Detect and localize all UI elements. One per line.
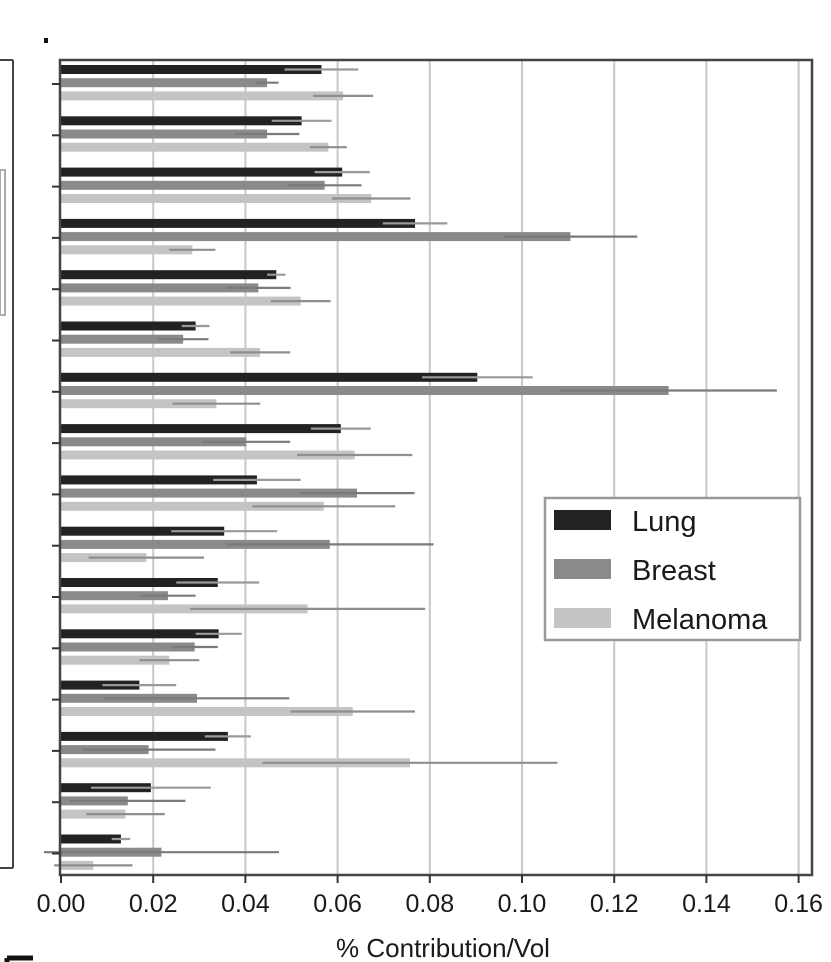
legend-swatch-breast [554, 559, 611, 579]
x-tick-label: 0.12 [590, 890, 639, 918]
legend-label-lung: Lung [632, 506, 697, 538]
bar-lung [61, 834, 121, 844]
bar-lung [61, 680, 140, 690]
bar-breast [61, 386, 669, 395]
bar-lung [61, 167, 343, 177]
bar-melanoma [61, 501, 324, 511]
bar-breast [61, 283, 259, 293]
bar-breast [61, 591, 168, 601]
plot-frame [58, 58, 814, 877]
bar-melanoma [61, 399, 217, 409]
bar-melanoma [61, 91, 344, 101]
legend-label-breast: Breast [632, 555, 716, 587]
bar-lung [61, 65, 322, 74]
bar-lung [61, 526, 225, 536]
bar-breast [61, 334, 184, 344]
y-ticks [52, 83, 60, 855]
left-panel-edge [0, 38, 48, 962]
bar-melanoma [61, 194, 372, 203]
legend-swatch-melanoma [554, 608, 611, 628]
bar-melanoma [61, 604, 308, 614]
error-bars-group [43, 68, 777, 867]
x-tick-label: 0.14 [682, 890, 731, 918]
bar-melanoma [61, 450, 355, 460]
bar-melanoma [61, 142, 329, 152]
legend-label-melanoma: Melanoma [632, 604, 768, 636]
bar-lung [61, 629, 219, 639]
x-tick-label: 0.00 [37, 890, 86, 918]
bar-breast [61, 437, 247, 447]
x-tick-label: 0.04 [221, 890, 270, 918]
bar-melanoma [61, 347, 261, 357]
x-tick-label: 0.02 [129, 890, 178, 918]
bar-breast [61, 539, 330, 549]
legend: Lung Breast Melanoma [543, 496, 802, 642]
legend-swatch-lung [554, 510, 611, 530]
bar-melanoma [61, 296, 301, 306]
bar-breast [61, 642, 195, 652]
bar-melanoma [61, 707, 353, 716]
x-ticks: 0.00 0.02 0.04 0.06 0.08 0.10 0.12 0.14 0.16 [37, 875, 823, 918]
bar-lung [61, 270, 277, 280]
bar-lung [61, 116, 302, 126]
bar-breast [61, 78, 268, 88]
bar-lung [61, 424, 341, 434]
x-axis-title: % Contribution/Vol [336, 933, 550, 962]
bar-lung [61, 475, 257, 485]
bar-lung [61, 218, 416, 228]
bar-melanoma [61, 655, 170, 665]
x-tick-label: 0.06 [313, 890, 362, 918]
bar-breast [61, 232, 571, 242]
bar-lung [61, 321, 196, 331]
bar-melanoma [61, 758, 410, 768]
x-tick-label: 0.16 [774, 890, 823, 918]
x-tick-label: 0.08 [405, 890, 454, 918]
bar-breast [61, 180, 325, 190]
bar-breast [61, 129, 268, 139]
bar-breast [61, 488, 357, 498]
bar-melanoma [61, 245, 193, 255]
x-tick-label: 0.10 [498, 890, 547, 918]
bar-lung [61, 578, 218, 587]
bar-lung [61, 372, 478, 382]
bar-lung [61, 731, 228, 741]
